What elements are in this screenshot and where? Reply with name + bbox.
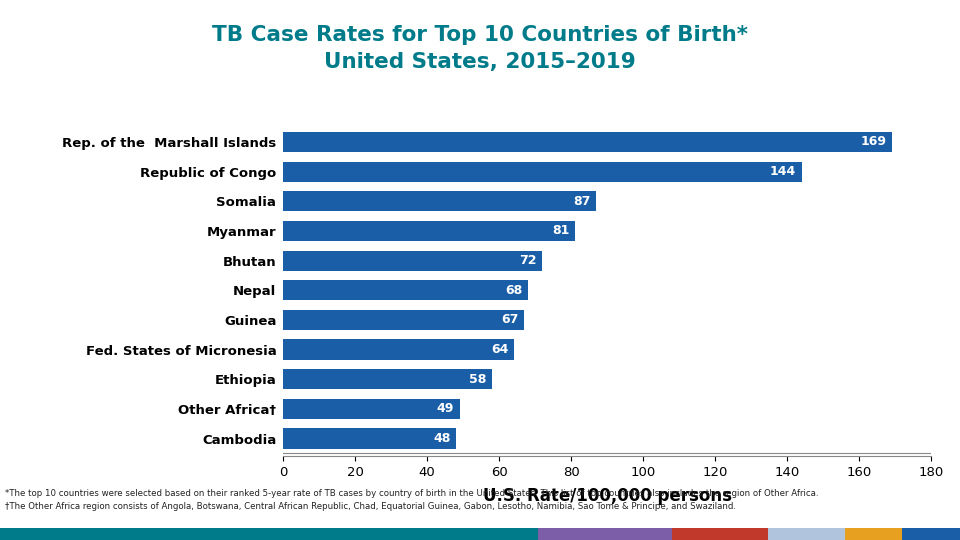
Text: 49: 49: [437, 402, 454, 415]
Text: 67: 67: [502, 313, 519, 326]
Text: 81: 81: [552, 225, 569, 238]
Bar: [283, 369, 492, 389]
Bar: [283, 280, 528, 300]
Bar: [283, 221, 575, 241]
Text: TB Case Rates for Top 10 Countries of Birth*: TB Case Rates for Top 10 Countries of Bi…: [212, 25, 748, 45]
Bar: [283, 310, 524, 330]
Text: 58: 58: [469, 373, 487, 386]
Text: 68: 68: [505, 284, 522, 297]
Text: *The top 10 countries were selected based on their ranked 5-year rate of TB case: *The top 10 countries were selected base…: [5, 489, 818, 498]
Text: 64: 64: [491, 343, 508, 356]
Bar: [283, 340, 514, 360]
Bar: [283, 132, 892, 152]
Bar: [283, 161, 802, 182]
Text: 72: 72: [519, 254, 537, 267]
Text: 169: 169: [860, 136, 886, 148]
Bar: [283, 399, 460, 419]
X-axis label: U.S. Rate/100,000 persons: U.S. Rate/100,000 persons: [483, 488, 732, 505]
Bar: [283, 428, 456, 449]
Text: 144: 144: [770, 165, 796, 178]
Text: †The Other Africa region consists of Angola, Botswana, Central African Republic,: †The Other Africa region consists of Ang…: [5, 502, 735, 511]
Bar: [283, 191, 596, 211]
Text: United States, 2015–2019: United States, 2015–2019: [324, 52, 636, 72]
Text: 48: 48: [433, 432, 450, 445]
Bar: [283, 251, 542, 271]
Text: 87: 87: [574, 195, 591, 208]
